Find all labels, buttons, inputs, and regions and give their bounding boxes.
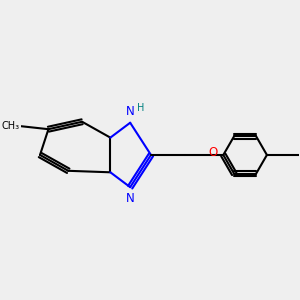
Text: N: N [126,105,134,118]
Text: O: O [209,146,218,159]
Text: CH₃: CH₃ [1,121,19,131]
Text: H: H [137,103,145,113]
Text: N: N [126,192,134,205]
